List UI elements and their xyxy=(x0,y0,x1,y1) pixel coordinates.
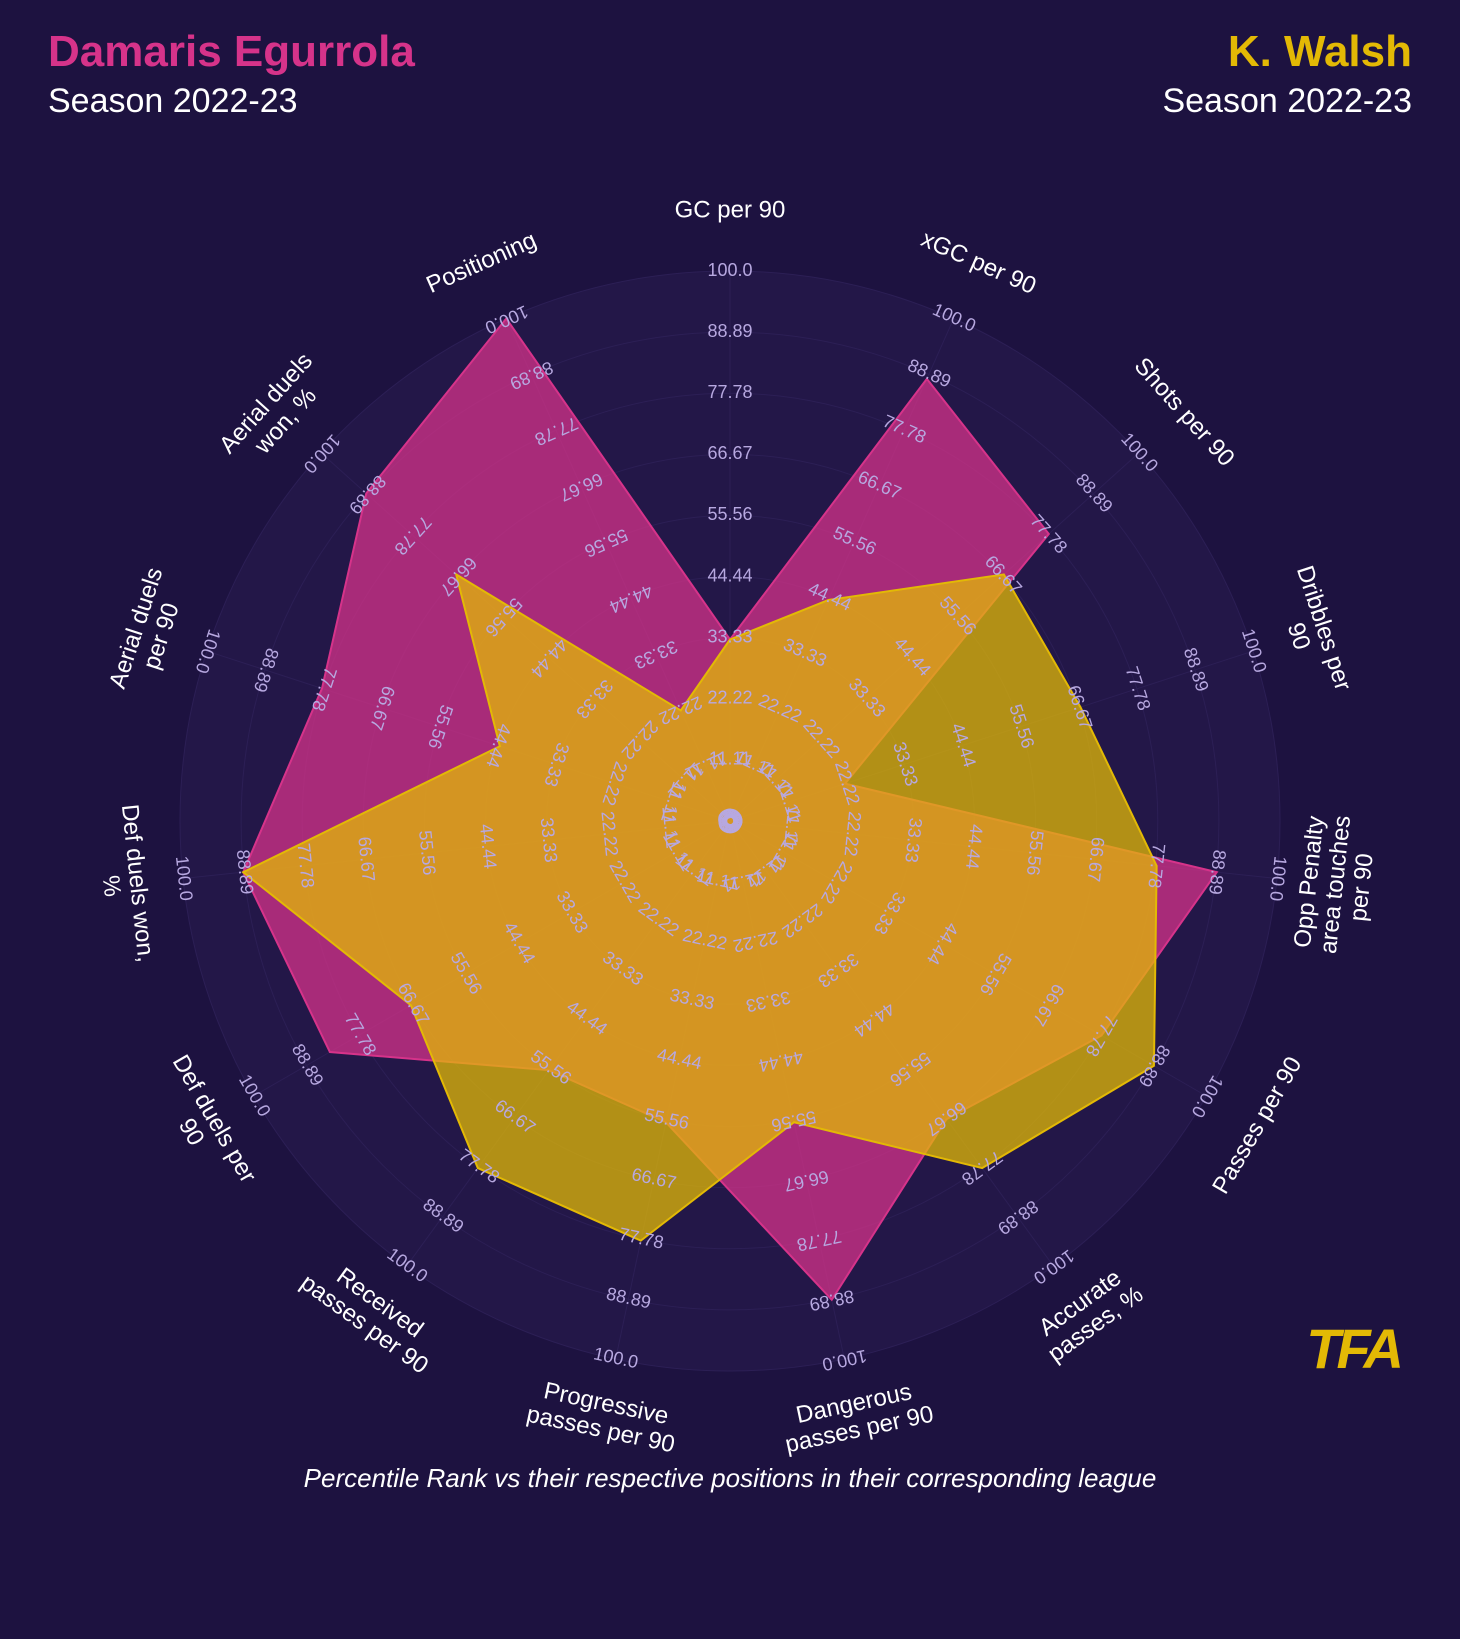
metric-label: GC per 90 xyxy=(675,197,786,224)
radar-chart: 0.011.1122.2233.3344.4455.5666.6777.7888… xyxy=(0,121,1460,1471)
metric-label: xGC per 90 xyxy=(917,226,1040,301)
svg-text:33.33: 33.33 xyxy=(707,627,752,647)
svg-text:88.89: 88.89 xyxy=(707,321,752,341)
metric-label: Progressivepasses per 90 xyxy=(524,1375,683,1459)
metric-label: Passes per 90 xyxy=(1207,1053,1307,1199)
svg-text:100.0: 100.0 xyxy=(172,855,197,902)
svg-text:%: % xyxy=(97,874,126,898)
svg-text:66.67: 66.67 xyxy=(707,443,752,463)
metric-label: Aerial duelsper 90 xyxy=(104,565,194,701)
svg-text:Passes per 90: Passes per 90 xyxy=(1207,1053,1307,1199)
metric-label: Dangerouspasses per 90 xyxy=(777,1375,936,1459)
svg-text:77.78: 77.78 xyxy=(707,382,752,402)
player1-name: Damaris Egurrola xyxy=(48,28,415,76)
svg-text:per 90: per 90 xyxy=(1345,853,1379,924)
player1-block: Damaris Egurrola Season 2022-23 xyxy=(48,28,415,121)
player2-season: Season 2022-23 xyxy=(1162,82,1412,121)
player2-name: K. Walsh xyxy=(1228,28,1412,76)
svg-text:Positioning: Positioning xyxy=(422,227,540,299)
logo: TFA xyxy=(1306,1316,1400,1381)
svg-text:GC per 90: GC per 90 xyxy=(675,197,786,224)
metric-label: Opp Penaltyarea touchesper 90 xyxy=(1289,812,1383,958)
header: Damaris Egurrola Season 2022-23 K. Walsh… xyxy=(0,0,1460,121)
metric-label: Dribbles per90 xyxy=(1266,563,1357,703)
svg-text:100.0: 100.0 xyxy=(707,260,752,280)
svg-text:xGC per 90: xGC per 90 xyxy=(917,226,1040,301)
svg-text:44.44: 44.44 xyxy=(707,566,752,586)
svg-text:55.56: 55.56 xyxy=(707,505,752,525)
metric-label: Positioning xyxy=(422,227,540,299)
metric-label: Def duels won,% xyxy=(90,803,160,966)
player1-season: Season 2022-23 xyxy=(48,82,415,121)
player2-block: K. Walsh Season 2022-23 xyxy=(1162,28,1412,121)
svg-text:22.22: 22.22 xyxy=(707,688,752,708)
radar-svg: 0.011.1122.2233.3344.4455.5666.6777.7888… xyxy=(0,121,1460,1471)
